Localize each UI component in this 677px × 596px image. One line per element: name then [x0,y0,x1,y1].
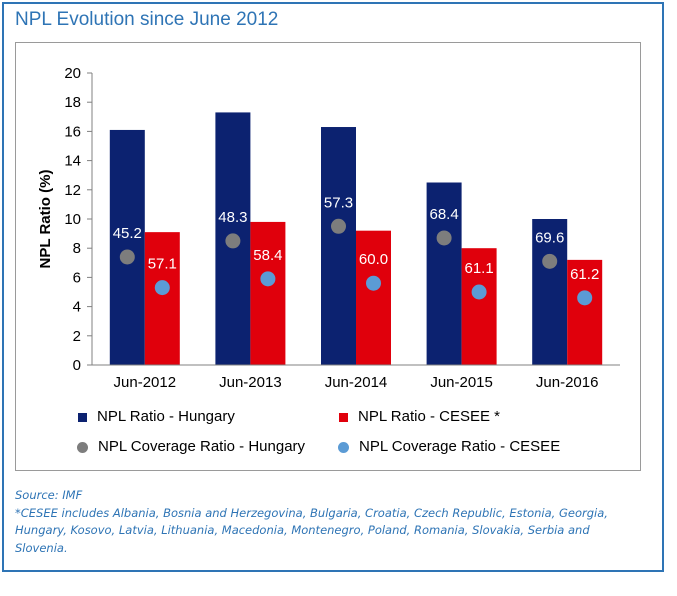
legend-hungary-coverage: NPL Coverage Ratio - Hungary [77,439,305,455]
coverage-dot-hungary [119,249,135,265]
coverage-dot-hungary [436,230,452,246]
legend-swatch [77,441,88,453]
legend-label: NPL Coverage Ratio - CESEE [359,438,561,455]
footnote: *CESEE includes Albania, Bosnia and Herz… [15,505,608,555]
source-note: Source: IMF [15,488,83,502]
coverage-label-hungary: 68.4 [429,206,458,223]
y-tick-label: 10 [64,211,81,228]
y-tick-label: 0 [73,357,81,374]
coverage-dot-hungary [542,253,558,269]
legend-hungary-ratio: NPL Ratio - Hungary [78,409,235,425]
y-axis-title: NPL Ratio (%) [37,170,54,269]
coverage-dot-cesee [577,290,593,306]
coverage-dot-cesee [366,275,381,291]
x-tick-label: Jun-2015 [430,374,493,391]
y-tick-label: 12 [64,182,81,199]
coverage-dot-hungary [225,233,241,249]
bar-hungary [426,182,462,365]
bar-cesee [356,230,391,365]
y-tick-label: 18 [64,94,81,111]
figure-frame [2,2,664,572]
chart-area: 0 2 4 6 8 10 12 14 16 18 20 NPL Ratio (%) Jun-2012 Ju… [15,42,641,471]
legend-cesee-coverage: NPL Coverage Ratio - CESEE [338,439,560,455]
coverage-dot-cesee [260,271,276,287]
legend-label: NPL Ratio - CESEE * [358,408,500,425]
coverage-dot-cesee [154,280,170,296]
coverage-label-hungary: 45.2 [113,225,142,242]
coverage-label-cesee: 58.4 [253,247,282,264]
y-tick-label: 2 [73,328,81,345]
bar-cesee [250,221,286,365]
x-tick-label: Jun-2012 [114,374,177,391]
x-tick-label: Jun-2013 [219,374,282,391]
bar-cesee [567,259,603,365]
coverage-label-cesee: 60.0 [359,251,388,268]
y-tick-label: 8 [73,240,81,257]
legend-swatch [338,441,349,453]
bar-hungary [532,219,568,365]
legend-swatch [78,412,87,422]
y-tick-label: 4 [73,299,81,316]
coverage-dot-cesee [471,284,487,300]
coverage-label-cesee: 61.1 [464,260,493,277]
coverage-label-cesee: 57.1 [148,256,177,273]
legend-cesee-ratio: NPL Ratio - CESEE * [339,409,500,425]
legend-swatch [339,412,348,422]
npl-chart: 0 2 4 6 8 10 12 14 16 18 20 NPL Ratio (%) Jun-2012 Ju… [37,65,620,391]
bar-hungary [321,127,356,366]
legend-label: NPL Coverage Ratio - Hungary [98,438,306,455]
bar-cesee [144,232,180,365]
coverage-label-cesee: 61.2 [570,266,599,283]
coverage-dot-hungary [331,218,346,234]
x-tick-label: Jun-2016 [536,374,599,391]
coverage-label-hungary: 48.3 [218,209,247,226]
page-title: NPL Evolution since June 2012 [15,9,279,30]
coverage-label-hungary: 69.6 [535,229,564,246]
bar-hungary [109,129,145,365]
legend-label: NPL Ratio - Hungary [97,408,235,425]
y-tick-label: 6 [73,269,81,286]
y-tick-label: 16 [64,123,81,140]
bar-cesee [461,248,497,365]
y-tick-label: 14 [64,153,81,170]
coverage-label-hungary: 57.3 [324,194,353,211]
x-tick-label: Jun-2014 [325,374,388,391]
chart-notes: Source: IMF *CESEE includes Albania, Bos… [15,487,645,557]
y-tick-label: 20 [64,65,81,82]
